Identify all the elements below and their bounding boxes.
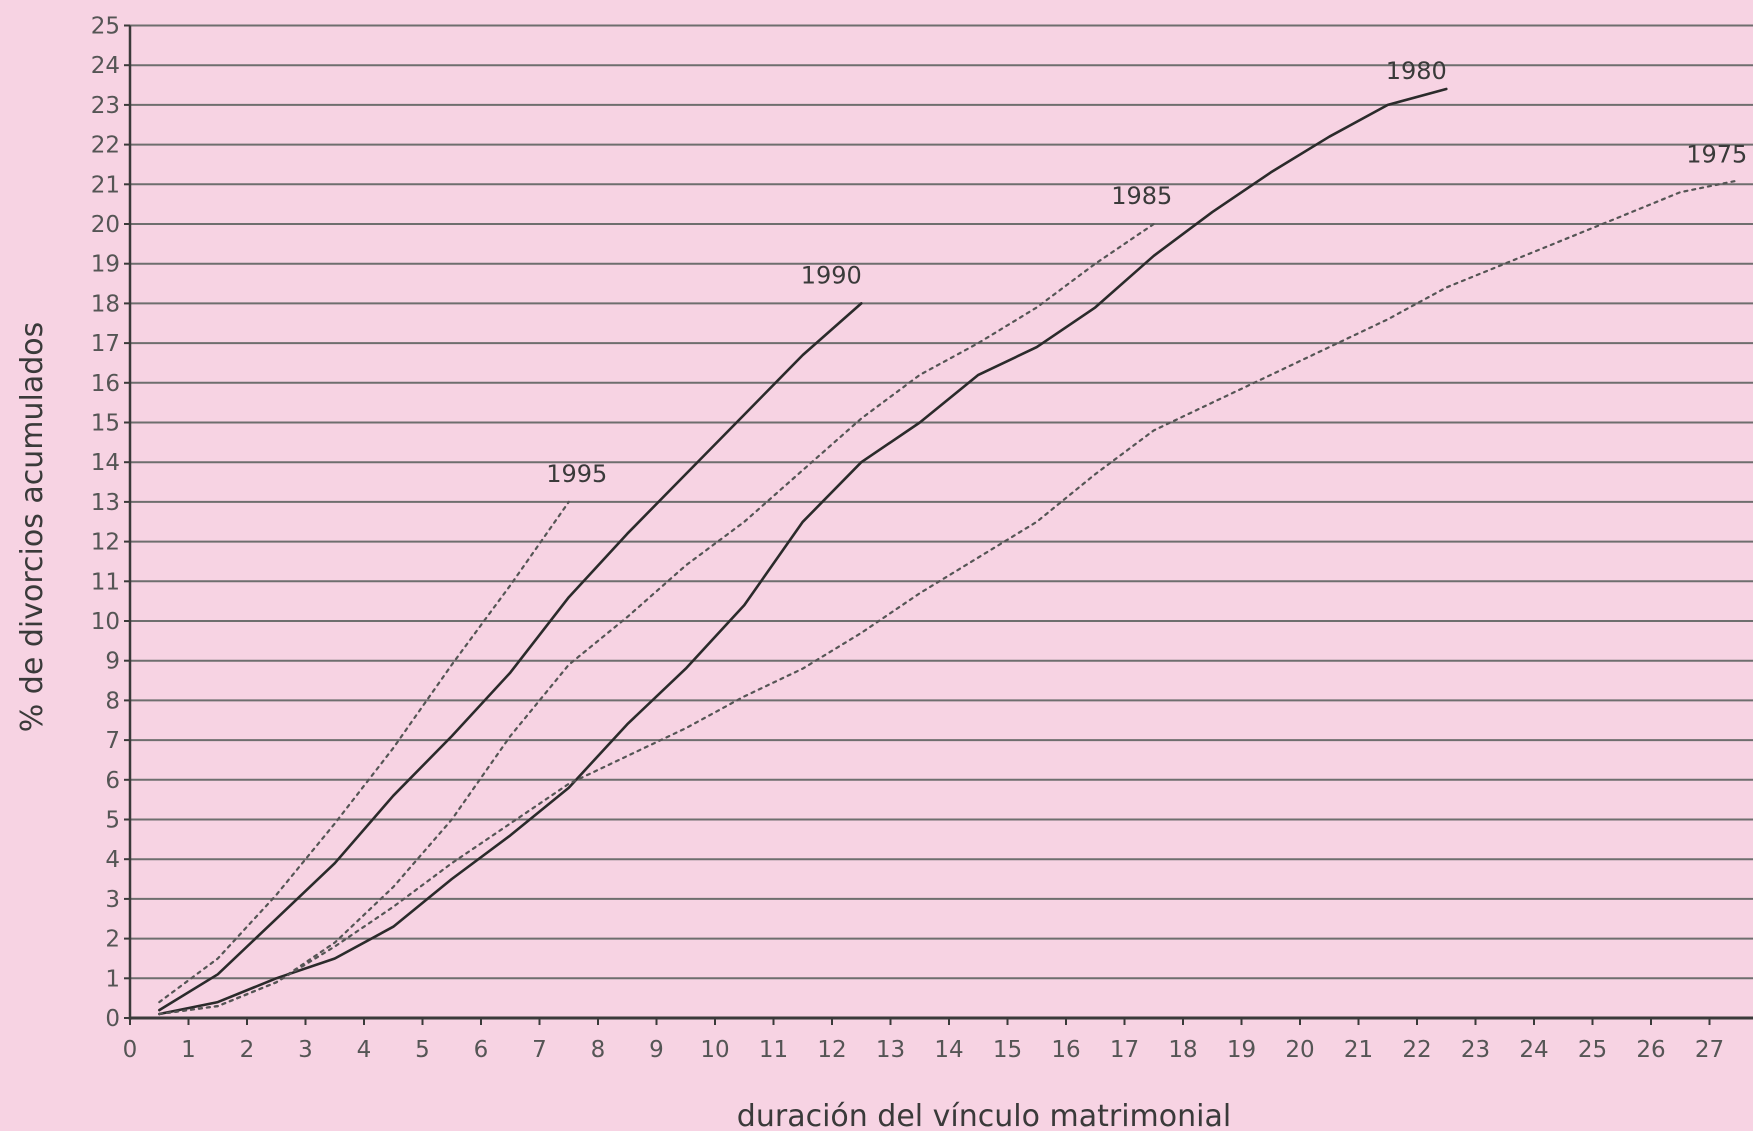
series-lines: [158, 87, 1740, 1016]
x-tick-label: 1: [181, 1037, 196, 1063]
x-tick-label: 15: [993, 1037, 1022, 1063]
y-tick-label: 10: [91, 609, 120, 635]
y-tick-label: 6: [105, 768, 120, 794]
series-label-1995: 1995: [546, 460, 607, 488]
x-tick-label: 8: [591, 1037, 606, 1063]
y-tick-label: 4: [105, 847, 120, 873]
x-tick-label: 6: [474, 1037, 489, 1063]
series-line-1985: [158, 222, 1155, 1016]
y-tick-label: 18: [91, 291, 120, 317]
x-tick-label: 5: [415, 1037, 430, 1063]
y-axis-title: % de divorcios acumulados: [15, 322, 50, 732]
y-tick-label: 25: [91, 14, 120, 40]
x-tick-label: 22: [1402, 1037, 1431, 1063]
y-tick-label: 2: [105, 927, 120, 953]
y-tick-label: 14: [91, 450, 120, 476]
y-tick-label: 24: [91, 53, 120, 79]
series-line-1990: [158, 302, 863, 1012]
y-tick-label: 8: [105, 688, 120, 714]
x-tick-label: 4: [357, 1037, 372, 1063]
y-tick-label: 15: [91, 411, 120, 437]
x-tick-label: 27: [1695, 1037, 1724, 1063]
x-tick-label: 11: [759, 1037, 788, 1063]
series-label-1985: 1985: [1111, 182, 1172, 210]
y-tick-label: 20: [91, 212, 120, 238]
y-tick-label: 23: [91, 93, 120, 119]
x-tick-label: 23: [1461, 1037, 1490, 1063]
x-tick-label: 21: [1344, 1037, 1373, 1063]
y-tick-labels: 0123456789101112131415161718192021222324…: [91, 14, 120, 1033]
y-tick-label: 17: [91, 331, 120, 357]
series-label-1975: 1975: [1686, 140, 1747, 168]
y-tick-label: 3: [105, 887, 120, 913]
y-tick-label: 11: [91, 569, 120, 595]
x-tick-label: 24: [1519, 1037, 1548, 1063]
series-line-1975: [158, 179, 1740, 1016]
x-tick-labels: 0 1 2 3 4 5 6 7 8 9 10 11 12 13 14 15 16 17 18 19 20 21 22 23 24…: [123, 1037, 1724, 1063]
series-labels: 1995 1990 1985 1980 1975: [546, 57, 1747, 488]
x-axis-title: duración del vínculo matrimonial: [737, 1099, 1231, 1131]
y-tick-label: 7: [105, 728, 120, 754]
x-tick-label: 2: [240, 1037, 255, 1063]
y-tick-label: 16: [91, 371, 120, 397]
x-tick-label: 13: [876, 1037, 905, 1063]
series-line-1980: [158, 87, 1448, 1016]
x-tick-label: 25: [1578, 1037, 1607, 1063]
x-tick-label: 10: [700, 1037, 729, 1063]
x-tick-label: 17: [1110, 1037, 1139, 1063]
y-tick-label: 1: [105, 966, 120, 992]
x-tick-label: 14: [934, 1037, 963, 1063]
x-tick-label: 18: [1168, 1037, 1197, 1063]
x-tick-label: 20: [1285, 1037, 1314, 1063]
series-label-1980: 1980: [1386, 57, 1447, 85]
x-tick-label: 9: [649, 1037, 664, 1063]
x-tick-label: 7: [532, 1037, 547, 1063]
y-tick-label: 22: [91, 133, 120, 159]
y-tick-label: 9: [105, 649, 120, 675]
y-tick-label: 0: [105, 1006, 120, 1032]
y-tick-label: 13: [91, 490, 120, 516]
x-tick-label: 12: [817, 1037, 846, 1063]
axes: [124, 24, 1753, 1025]
x-tick-label: 26: [1636, 1037, 1665, 1063]
y-tick-label: 21: [91, 172, 120, 198]
y-tick-label: 19: [91, 252, 120, 278]
y-tick-label: 5: [105, 808, 120, 834]
gridlines: [130, 24, 1753, 1019]
x-tick-label: 16: [1051, 1037, 1080, 1063]
x-tick-label: 19: [1227, 1037, 1256, 1063]
series-line-1995: [158, 500, 570, 1004]
x-tick-label: 0: [123, 1037, 138, 1063]
x-tick-label: 3: [298, 1037, 313, 1063]
y-tick-label: 12: [91, 530, 120, 556]
series-label-1990: 1990: [801, 261, 862, 289]
